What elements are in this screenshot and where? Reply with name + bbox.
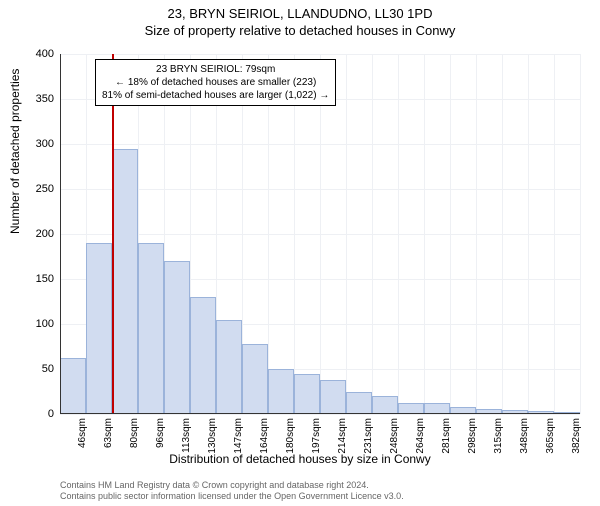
x-tick-label: 264sqm [415, 418, 426, 454]
gridline-v [528, 54, 529, 414]
histogram-bar [268, 369, 294, 414]
x-axis-label: Distribution of detached houses by size … [0, 452, 600, 466]
y-tick-label: 350 [36, 93, 54, 105]
histogram-bar [320, 380, 346, 414]
x-tick-label: 197sqm [311, 418, 322, 454]
page-title: 23, BRYN SEIRIOL, LLANDUDNO, LL30 1PD [0, 6, 600, 21]
footer: Contains HM Land Registry data © Crown c… [60, 480, 580, 502]
histogram-bar [112, 149, 138, 415]
x-tick-label: 147sqm [233, 418, 244, 454]
histogram-bar [216, 320, 242, 415]
y-tick-label: 100 [36, 318, 54, 330]
y-tick-label: 200 [36, 228, 54, 240]
y-tick-label: 300 [36, 138, 54, 150]
y-axis-label: Number of detached properties [8, 69, 22, 234]
histogram-bar [60, 358, 86, 414]
gridline-v [554, 54, 555, 414]
x-tick-label: 180sqm [285, 418, 296, 454]
footer-line-1: Contains HM Land Registry data © Crown c… [60, 480, 580, 491]
gridline-v [268, 54, 269, 414]
y-tick-label: 250 [36, 183, 54, 195]
histogram-bar [86, 243, 112, 414]
histogram-bar [294, 374, 320, 415]
x-tick-label: 365sqm [545, 418, 556, 454]
histogram-bar [242, 344, 268, 414]
gridline-v [450, 54, 451, 414]
x-tick-label: 315sqm [493, 418, 504, 454]
x-tick-label: 113sqm [181, 418, 192, 453]
x-tick-label: 130sqm [207, 418, 218, 454]
x-tick-label: 96sqm [155, 418, 166, 448]
annotation-box: 23 BRYN SEIRIOL: 79sqm← 18% of detached … [95, 59, 336, 106]
y-axis-line [60, 54, 61, 414]
marker-line [112, 54, 114, 414]
gridline-v [294, 54, 295, 414]
histogram-bar [346, 392, 372, 415]
gridline-v [320, 54, 321, 414]
x-tick-label: 281sqm [441, 418, 452, 454]
x-tick-label: 63sqm [103, 418, 114, 448]
annotation-line: 23 BRYN SEIRIOL: 79sqm [102, 63, 329, 76]
x-tick-label: 298sqm [467, 418, 478, 454]
plot-area: 05010015020025030035040046sqm63sqm80sqm9… [60, 54, 580, 414]
chart-container: 23, BRYN SEIRIOL, LLANDUDNO, LL30 1PD Si… [0, 6, 600, 506]
annotation-line: ← 18% of detached houses are smaller (22… [102, 76, 329, 89]
gridline-v [502, 54, 503, 414]
gridline-v [424, 54, 425, 414]
histogram-bar [164, 261, 190, 414]
x-tick-label: 214sqm [337, 418, 348, 454]
x-tick-label: 46sqm [77, 418, 88, 448]
y-tick-label: 0 [48, 408, 54, 420]
x-tick-label: 231sqm [363, 418, 374, 454]
annotation-line: 81% of semi-detached houses are larger (… [102, 89, 329, 102]
x-tick-label: 248sqm [389, 418, 400, 454]
x-tick-label: 164sqm [259, 418, 270, 454]
gridline-h [60, 414, 580, 415]
x-axis-line [60, 413, 580, 414]
y-tick-label: 50 [42, 363, 54, 375]
histogram-bar [372, 396, 398, 414]
histogram-bar [138, 243, 164, 414]
gridline-v [372, 54, 373, 414]
histogram-bar [190, 297, 216, 414]
x-tick-label: 80sqm [129, 418, 140, 448]
gridline-v [346, 54, 347, 414]
gridline-v [398, 54, 399, 414]
footer-line-2: Contains public sector information licen… [60, 491, 580, 502]
gridline-v [580, 54, 581, 414]
page-subtitle: Size of property relative to detached ho… [0, 23, 600, 38]
gridline-v [476, 54, 477, 414]
y-tick-label: 150 [36, 273, 54, 285]
x-tick-label: 348sqm [519, 418, 530, 454]
x-tick-label: 382sqm [571, 418, 582, 454]
y-tick-label: 400 [36, 48, 54, 60]
